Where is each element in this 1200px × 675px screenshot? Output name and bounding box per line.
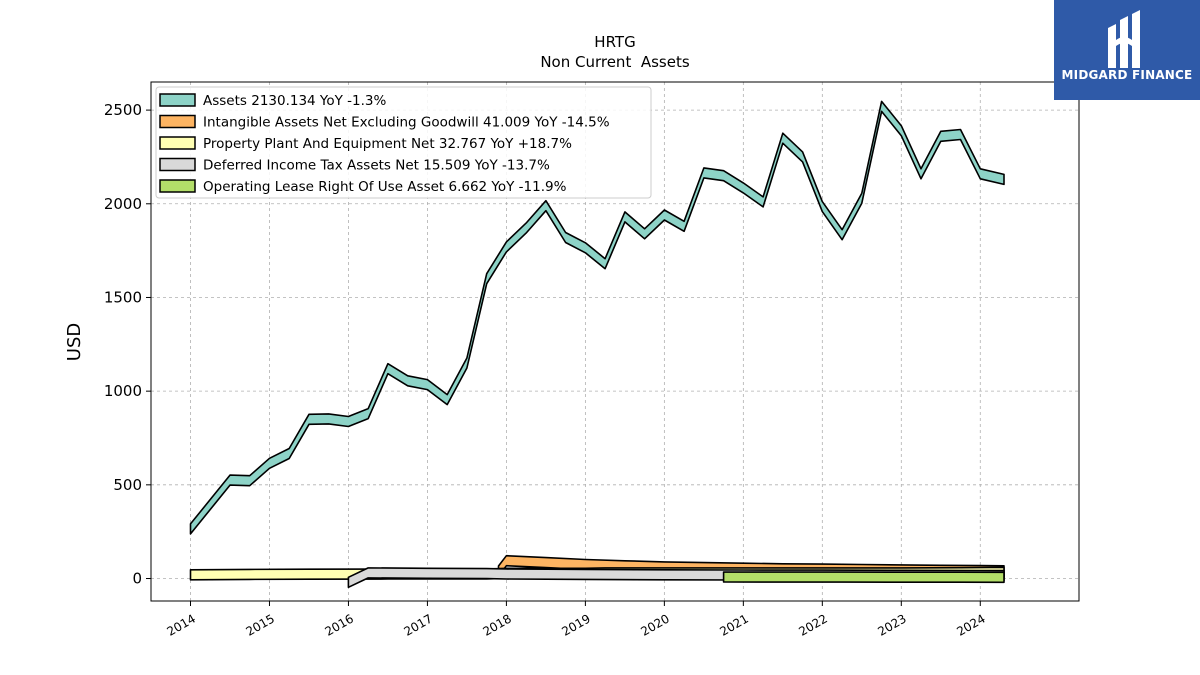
brand-name: MIDGARD FINANCE — [1061, 68, 1193, 82]
plot-frame — [150, 81, 1080, 602]
legend-swatch — [159, 136, 196, 150]
x-tick-label: 2017 — [401, 611, 434, 638]
chart-title: HRTG — [594, 33, 635, 51]
legend-entry: Property Plant And Equipment Net 32.767 … — [203, 136, 572, 152]
x-tick-label: 2015 — [244, 611, 277, 638]
x-tick-label: 2019 — [559, 611, 592, 638]
series-areas — [189, 100, 1005, 589]
legend-swatch — [159, 93, 196, 107]
legend-swatch — [159, 179, 196, 193]
midgard-logo-icon — [1108, 10, 1140, 68]
y-tick-label: 1000 — [104, 382, 142, 400]
series-area-operating-lease-right-of-use-asset — [722, 571, 1005, 584]
x-tick-label: 2020 — [638, 611, 671, 638]
chart-subtitle: Non Current Assets — [540, 53, 690, 71]
x-tick-label: 2024 — [954, 611, 987, 638]
legend-entry: Assets 2130.134 YoY -1.3% — [203, 93, 387, 109]
legend: Assets 2130.134 YoY -1.3% Intangible Asse… — [155, 86, 652, 199]
x-tick-label: 2014 — [165, 611, 198, 638]
x-tick-label: 2016 — [322, 611, 355, 638]
y-tick-label: 1500 — [104, 288, 142, 306]
legend-box — [155, 86, 652, 199]
x-tick-label: 2021 — [717, 611, 750, 638]
series-area-assets — [189, 100, 1005, 535]
x-tick-label: 2022 — [796, 611, 829, 638]
legend-entry: Operating Lease Right Of Use Asset 6.662… — [203, 179, 567, 195]
legend-swatch — [159, 114, 196, 129]
legend-entry: Deferred Income Tax Assets Net 15.509 Yo… — [203, 158, 550, 174]
legend-entry: Intangible Assets Net Excluding Goodwill… — [203, 115, 610, 131]
legend-swatch — [159, 157, 196, 172]
y-tick-label: 500 — [113, 476, 142, 494]
y-tick-label: 2000 — [104, 195, 142, 213]
y-axis-label: USD — [64, 323, 85, 361]
x-tick-label: 2018 — [480, 611, 513, 638]
y-tick-label: 0 — [132, 570, 142, 588]
x-tick-label: 2023 — [875, 611, 908, 638]
y-tick-label: 2500 — [104, 101, 142, 119]
brand-logo: MIDGARD FINANCE — [1054, 0, 1200, 100]
